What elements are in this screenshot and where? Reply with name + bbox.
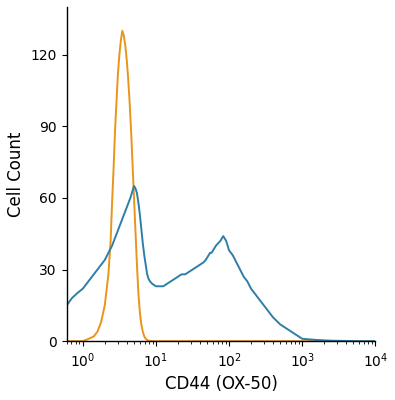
X-axis label: CD44 (OX-50): CD44 (OX-50) (165, 375, 277, 393)
Y-axis label: Cell Count: Cell Count (7, 131, 25, 217)
